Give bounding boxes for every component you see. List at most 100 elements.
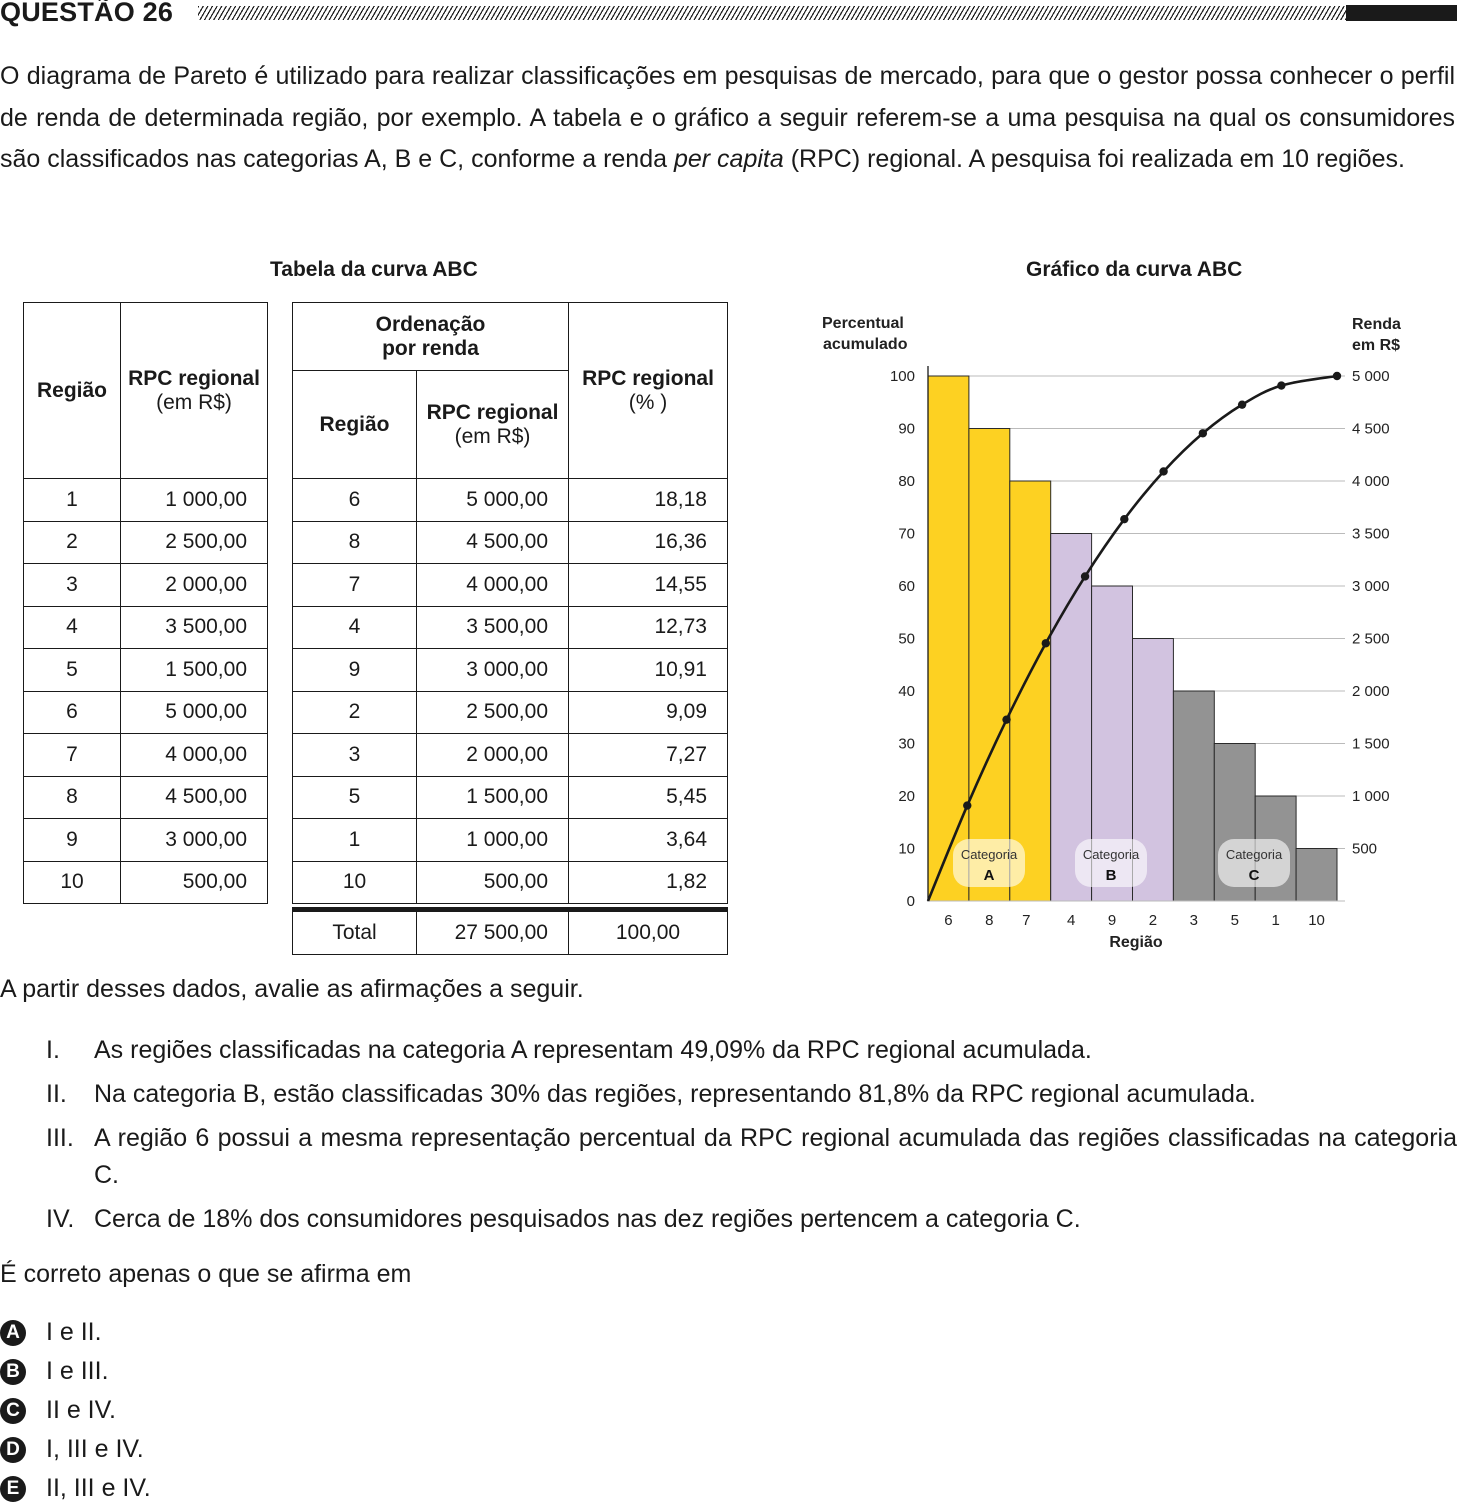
answer-option-b[interactable]: B I e III. — [0, 1352, 151, 1391]
total-pct: 100,00 — [568, 907, 728, 955]
header-hatch-decoration — [198, 6, 1346, 20]
cell-rpc: 500,00 — [120, 860, 268, 904]
right-axis-title-line2: em R$ — [1352, 337, 1400, 354]
cell-rpc: 5 000,00 — [416, 478, 569, 522]
answer-options: A I e II. B I e III. C II e IV. D I, III e IV. E… — [0, 1313, 151, 1508]
cell-region: 8 — [23, 775, 121, 819]
right-axis-title: Renda — [1352, 316, 1401, 333]
category-badge-a — [953, 839, 1025, 887]
x-tick-label: 10 — [1308, 912, 1325, 929]
cell-rpc: 3 000,00 — [416, 648, 569, 692]
total-label: Total — [292, 907, 417, 955]
right-tick-label: 3 500 — [1352, 526, 1390, 543]
statement-number: I. — [46, 1036, 60, 1064]
right-tick-label: 1 500 — [1352, 736, 1390, 753]
cell-rpc: 4 500,00 — [120, 775, 268, 819]
x-axis-title: Região — [1109, 934, 1163, 951]
bar-region-3 — [1172, 690, 1215, 902]
statement-number: II. — [46, 1080, 67, 1108]
option-text: I e III. — [46, 1357, 109, 1385]
intro-italic-term: per capita — [673, 145, 784, 173]
cumulative-curve — [926, 371, 1342, 902]
option-text: II e IV. — [46, 1396, 116, 1424]
cell-rpc: 500,00 — [416, 860, 569, 904]
category-badge-letter: B — [1106, 867, 1117, 884]
cell-rpc: 3 000,00 — [120, 818, 268, 862]
left-axis-title: Percentual — [822, 315, 904, 332]
cell-rpc: 5 000,00 — [120, 690, 268, 734]
cell-region: 2 — [23, 520, 121, 564]
category-badge-letter: A — [984, 867, 995, 884]
x-tick-label: 8 — [985, 912, 993, 929]
x-tick-label: 4 — [1067, 912, 1075, 929]
cumulative-point — [1080, 572, 1090, 581]
left-tick-label: 20 — [898, 788, 915, 805]
category-badge-word: Categoria — [1083, 847, 1140, 862]
regions-table-header-row: Região RPC regional (em R$) — [23, 302, 268, 479]
category-badges: Categoria A Categoria B Categoria C — [953, 839, 1290, 887]
cell-region: 9 — [292, 648, 417, 692]
right-tick-label: 3 000 — [1352, 578, 1390, 595]
total-row: Total 27 500,00 100,00 — [292, 907, 728, 955]
statements-lead: A partir desses dados, avalie as afirmaç… — [0, 975, 584, 1003]
cell-rpc: 4 000,00 — [120, 733, 268, 777]
cell-pct: 9,09 — [568, 690, 728, 734]
cell-region: 1 — [292, 818, 417, 862]
right-tick-label: 1 000 — [1352, 788, 1390, 805]
cumulative-curve-line — [926, 374, 1338, 902]
category-badge-word: Categoria — [961, 847, 1018, 862]
cell-region: 5 — [292, 775, 417, 819]
cell-rpc: 1 000,00 — [120, 478, 268, 522]
answer-option-d[interactable]: D I, III e IV. — [0, 1430, 151, 1469]
category-badge-c — [1218, 839, 1290, 887]
cell-pct: 18,18 — [568, 478, 728, 522]
statement-item: I. As regiões classificadas na categoria … — [0, 1032, 1457, 1069]
right-tick-label: 5 000 — [1352, 368, 1390, 385]
cell-region: 8 — [292, 520, 417, 564]
cell-pct: 16,36 — [568, 520, 728, 564]
answer-option-a[interactable]: A I e II. — [0, 1313, 151, 1352]
right-tick-label: 2 000 — [1352, 683, 1390, 700]
cell-pct: 3,64 — [568, 818, 728, 862]
bar-region-7 — [1009, 480, 1052, 902]
header-pct: RPC regional (% ) — [568, 302, 728, 479]
cell-rpc: 4 500,00 — [416, 520, 569, 564]
intro-text-start: O diagrama de Pareto é utilizado para re… — [0, 62, 1455, 173]
right-tick-label: 4 000 — [1352, 473, 1390, 490]
answer-option-e[interactable]: E II, III e IV. — [0, 1469, 151, 1508]
right-tick-label: 2 500 — [1352, 631, 1390, 648]
cumulative-point — [1002, 715, 1011, 724]
table-row: 10 500,00 1,82 — [292, 860, 728, 904]
answer-option-c[interactable]: C II e IV. — [0, 1391, 151, 1430]
cell-region: 3 — [292, 733, 417, 777]
option-letter-badge: A — [0, 1319, 26, 1346]
cumulative-point — [963, 801, 972, 810]
right-tick-label: 500 — [1352, 841, 1377, 858]
statement-text: Na categoria B, estão classificadas 30% … — [94, 1080, 1256, 1108]
chart-axes — [927, 366, 1345, 902]
cell-region: 10 — [23, 860, 121, 904]
option-letter-badge: B — [0, 1358, 26, 1385]
cumulative-point — [1041, 639, 1050, 648]
header-rpc: RPC regional (em R$) — [120, 302, 268, 479]
cell-pct: 7,27 — [568, 733, 728, 777]
cumulative-point — [1198, 429, 1208, 438]
answer-prompt: É correto apenas o que se afirma em — [0, 1260, 412, 1288]
x-tick-label: 2 — [1149, 912, 1157, 929]
cell-pct: 5,45 — [568, 775, 728, 819]
option-text: I, III e IV. — [46, 1435, 144, 1463]
